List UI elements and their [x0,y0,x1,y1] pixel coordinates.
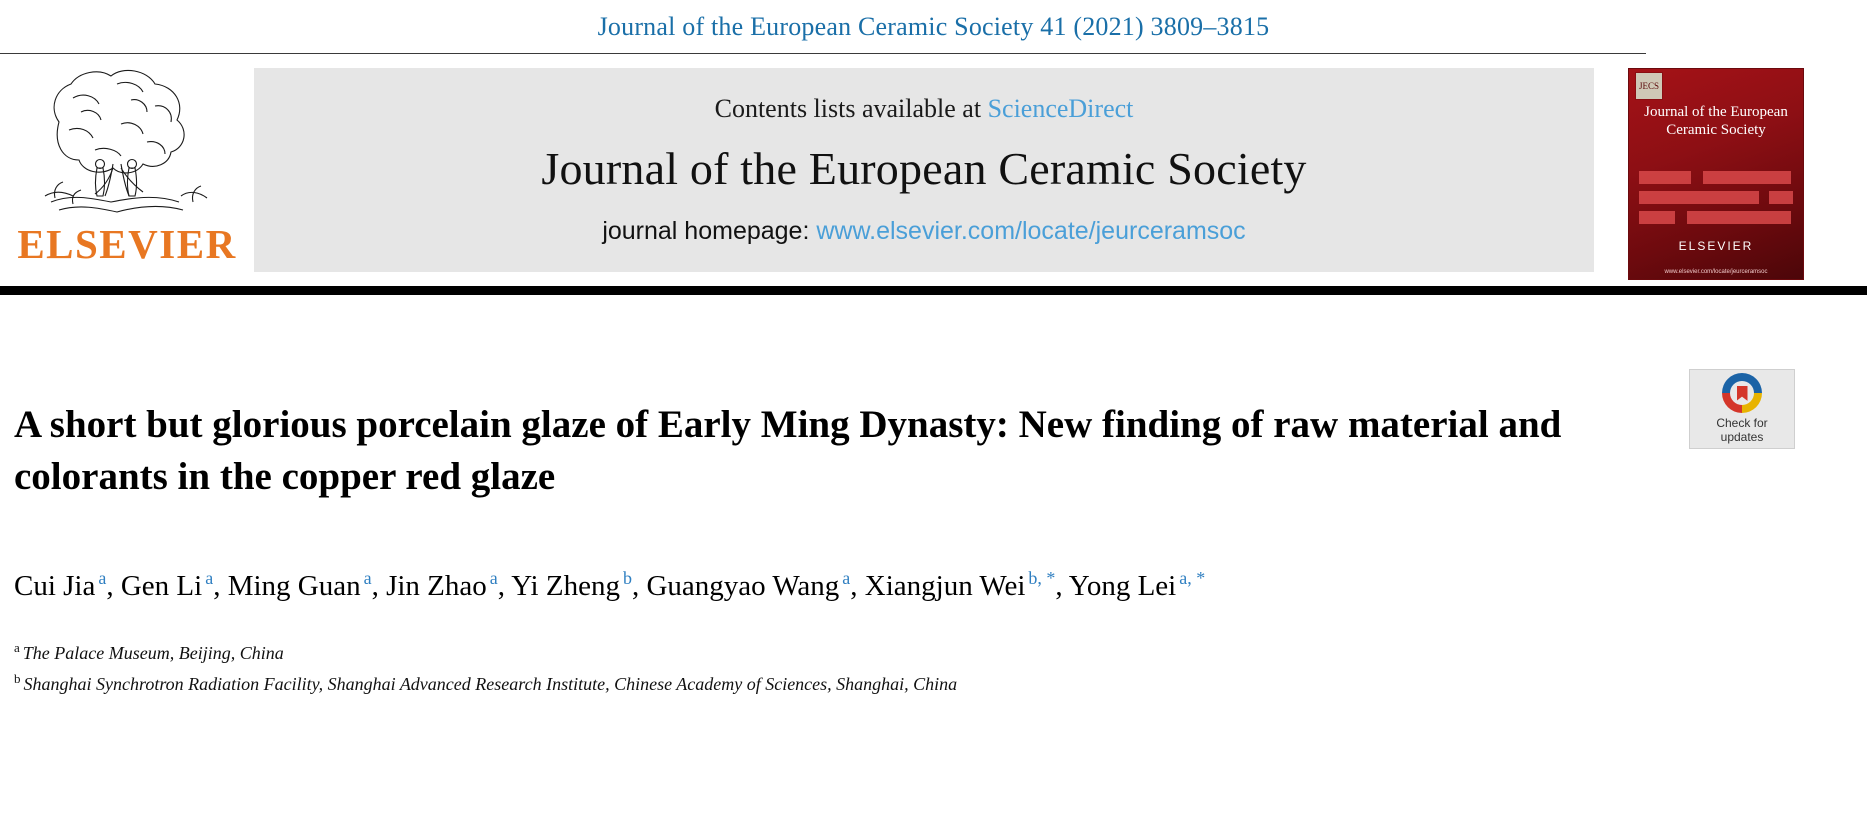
affiliation-marker: a [14,640,20,656]
author-affiliation-marker: a [489,568,498,589]
author-separator: , [371,569,387,602]
author-affiliation-marker: a [842,568,851,589]
elsevier-tree-icon [44,69,207,213]
crossmark-flag-icon [1736,385,1748,401]
journal-cover-thumbnail[interactable]: JECS Journal of the European Ceramic Soc… [1594,54,1814,286]
header-divider [0,53,1646,54]
elsevier-wordmark: ELSEVIER [17,221,237,267]
journal-title: Journal of the European Ceramic Society [541,143,1307,194]
author-separator: , [106,569,121,602]
cover-publisher-logo: ELSEVIER [1678,239,1754,253]
affiliation-text: Shanghai Synchrotron Radiation Facility,… [23,674,958,695]
author-name: Gen Li [120,569,203,602]
journal-cover-image: JECS Journal of the European Ceramic Soc… [1628,68,1804,280]
author-affiliation-marker: a [98,568,107,589]
crossmark-inner-circle [1730,381,1754,406]
cover-journal-title: Journal of the European Ceramic Society [1644,104,1788,139]
author-affiliation-marker: a [363,568,372,589]
author-affiliation-marker: a [205,568,214,589]
author-separator: , [850,569,865,602]
journal-homepage-line: journal homepage: www.elsevier.com/locat… [602,217,1245,246]
article-header: Check for updates A short but glorious p… [0,321,1867,699]
affiliation-list: a The Palace Museum, Beijing, China b Shang… [14,607,1867,699]
author-separator: , [631,569,647,602]
author-name: Yi Zheng [511,569,620,602]
affiliation-item: a The Palace Museum, Beijing, China [14,637,1867,668]
masthead-bottom-rule [0,286,1867,295]
affiliation-text: The Palace Museum, Beijing, China [22,643,284,664]
crossmark-ring-icon [1722,373,1762,414]
author-affiliation-marker: b [622,568,632,589]
crossmark-line1: Check for [1716,416,1768,431]
cover-artwork [1629,165,1803,239]
article-title: A short but glorious porcelain glaze of … [14,403,1562,498]
journal-masthead: ELSEVIER Contents lists available at Sci… [0,54,1867,286]
crossmark-line2: updates [1720,430,1764,445]
author-name: Ming Guan [227,569,361,602]
sciencedirect-link[interactable]: ScienceDirect [987,94,1134,123]
author-affiliation-marker: b, * [1028,568,1056,589]
author-separator: , [497,569,512,602]
author-name: Guangyao Wang [646,569,840,602]
homepage-prefix: journal homepage: [602,217,817,245]
author-affiliation-marker: a, * [1179,568,1206,589]
affiliation-marker: b [14,671,21,687]
elsevier-logo[interactable]: ELSEVIER [0,54,254,286]
cover-badge-icon: JECS [1635,72,1663,100]
crossmark-badge[interactable]: Check for updates [1689,369,1795,450]
author-name: Xiangjun Wei [864,569,1026,602]
cover-top-bar: JECS [1629,69,1803,103]
contents-available-line: Contents lists available at ScienceDirec… [715,94,1134,124]
cover-footer-url: www.elsevier.com/locate/jeurceramsoc [1664,269,1768,275]
contents-prefix: Contents lists available at [714,94,988,123]
author-separator: , [213,569,228,602]
author-name: Cui Jia [14,569,96,602]
journal-homepage-link[interactable]: www.elsevier.com/locate/jeurceramsoc [816,217,1246,245]
journal-band: Contents lists available at ScienceDirec… [254,68,1594,272]
author-list: Cui Jia a, Gen Li a, Ming Guan a, Jin Zhao a… [14,529,1634,607]
author-name: Yong Lei [1068,569,1177,602]
author-name: Jin Zhao [386,569,487,602]
author-separator: , [1055,569,1069,602]
affiliation-item: b Shanghai Synchrotron Radiation Facility… [14,668,1867,699]
running-head: Journal of the European Ceramic Society … [597,12,1270,41]
